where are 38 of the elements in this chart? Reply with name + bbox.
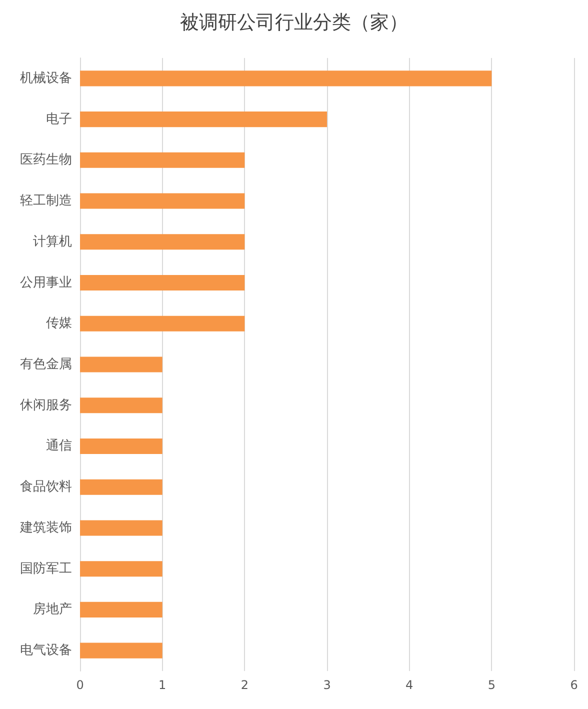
y-tick-label: 休闲服务 bbox=[20, 398, 72, 413]
x-tick-label: 5 bbox=[488, 678, 496, 692]
y-tick-label: 有色金属 bbox=[20, 357, 72, 372]
y-tick-label: 医药生物 bbox=[20, 152, 72, 168]
y-tick-label: 机械设备 bbox=[20, 70, 72, 86]
bar bbox=[80, 642, 162, 658]
bar bbox=[80, 398, 162, 414]
bar bbox=[80, 70, 492, 86]
x-tick-label: 1 bbox=[158, 678, 166, 692]
bar bbox=[80, 520, 162, 536]
y-tick-label: 房地产 bbox=[33, 601, 72, 618]
x-tick-label: 0 bbox=[76, 678, 84, 692]
y-tick-label: 食品饮料 bbox=[20, 480, 72, 495]
x-tick-label: 3 bbox=[323, 678, 331, 692]
bar bbox=[80, 602, 162, 618]
bar bbox=[80, 356, 162, 372]
bar bbox=[80, 316, 245, 332]
y-tick-label: 国防军工 bbox=[20, 561, 72, 576]
x-tick-label: 6 bbox=[570, 678, 578, 692]
bar bbox=[80, 112, 327, 128]
y-tick-label: 电子 bbox=[46, 112, 72, 127]
x-tick-label: 2 bbox=[240, 678, 248, 692]
bar bbox=[80, 479, 162, 495]
x-tick-label: 4 bbox=[406, 678, 414, 692]
bar bbox=[80, 193, 245, 209]
bar bbox=[80, 152, 245, 168]
y-tick-label: 通信 bbox=[46, 438, 72, 454]
chart-title: 被调研公司行业分类（家） bbox=[180, 12, 408, 34]
y-tick-label: 建筑装饰 bbox=[19, 520, 72, 536]
y-tick-label: 电气设备 bbox=[20, 643, 72, 658]
y-tick-label: 公用事业 bbox=[20, 275, 72, 290]
bar bbox=[80, 561, 162, 577]
bar bbox=[80, 275, 245, 291]
bar bbox=[80, 438, 162, 454]
y-tick-label: 计算机 bbox=[33, 234, 72, 250]
y-tick-label: 轻工制造 bbox=[20, 194, 72, 209]
y-tick-label: 传媒 bbox=[46, 316, 72, 332]
bar bbox=[80, 234, 245, 250]
